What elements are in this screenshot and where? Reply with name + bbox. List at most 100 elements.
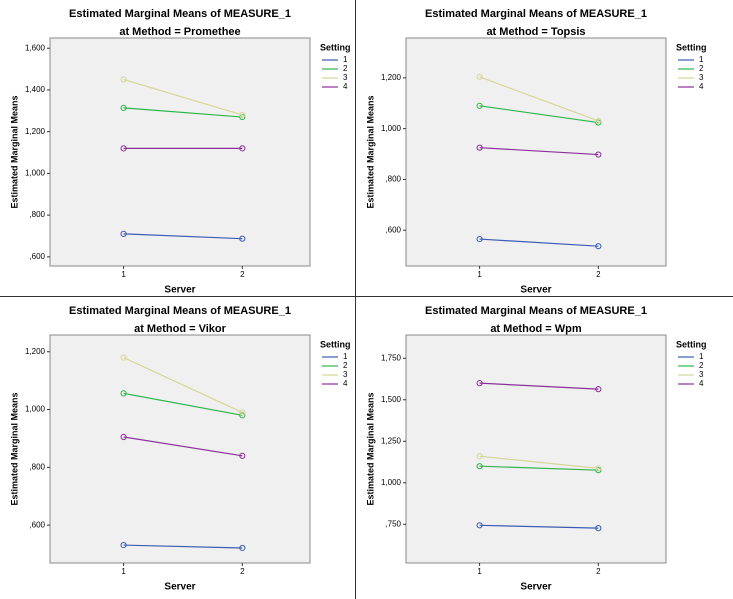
series-line xyxy=(123,356,243,413)
data-point xyxy=(239,235,246,242)
data-point xyxy=(120,104,127,111)
series-line xyxy=(479,455,599,469)
series-line xyxy=(123,78,243,116)
legend-label: 4 xyxy=(343,82,348,91)
legend-label: 2 xyxy=(343,361,348,370)
y-tick-label: ,750 xyxy=(385,519,401,528)
chart-subtitle: at Method = Topsis xyxy=(486,26,585,38)
y-axis-label: Estimated Marginal Means xyxy=(365,95,375,208)
data-point xyxy=(595,119,602,126)
y-tick-label: 1,200 xyxy=(381,73,402,82)
data-point xyxy=(239,145,246,152)
data-point xyxy=(595,386,602,393)
data-point xyxy=(476,102,483,109)
panel: Estimated Marginal Means of MEASURE_1at … xyxy=(365,305,706,593)
legend-title: Setting xyxy=(320,42,351,52)
plot-area xyxy=(405,334,667,564)
chart-title: Estimated Marginal Means of MEASURE_1 xyxy=(69,8,291,20)
series-line xyxy=(479,105,599,124)
y-axis-label: Estimated Marginal Means xyxy=(9,392,19,505)
legend-label: 2 xyxy=(699,64,704,73)
legend-title: Setting xyxy=(676,339,707,349)
x-axis-label: Server xyxy=(164,285,195,296)
chart-title: Estimated Marginal Means of MEASURE_1 xyxy=(69,305,291,317)
data-point xyxy=(239,412,246,419)
x-tick-label: 1 xyxy=(477,567,482,576)
panel: Estimated Marginal Means of MEASURE_1at … xyxy=(9,305,350,593)
y-axis-label: Estimated Marginal Means xyxy=(9,95,19,208)
legend-label: 3 xyxy=(343,370,348,379)
legend-label: 3 xyxy=(343,73,348,82)
data-point xyxy=(476,522,483,529)
data-point xyxy=(239,452,246,459)
y-tick-label: 1,000 xyxy=(25,168,46,177)
legend-label: 4 xyxy=(699,82,704,91)
x-tick-label: 1 xyxy=(121,567,126,576)
data-point xyxy=(476,73,483,80)
y-tick-label: 1,000 xyxy=(381,478,402,487)
data-point xyxy=(595,467,602,474)
chart-title: Estimated Marginal Means of MEASURE_1 xyxy=(425,305,647,317)
series-line xyxy=(123,544,243,549)
x-axis-label: Server xyxy=(520,582,551,593)
legend-label: 2 xyxy=(343,64,348,73)
chart-title: Estimated Marginal Means of MEASURE_1 xyxy=(425,8,647,20)
data-point xyxy=(120,76,127,83)
x-tick-label: 2 xyxy=(596,270,601,279)
x-axis-label: Server xyxy=(164,582,195,593)
legend-label: 1 xyxy=(343,55,348,64)
series-line xyxy=(123,233,243,240)
series-line xyxy=(479,382,599,390)
data-point xyxy=(120,433,127,441)
plot-area xyxy=(49,37,311,267)
data-point xyxy=(476,235,483,243)
data-point xyxy=(595,151,602,158)
chart-subtitle: at Method = Promethee xyxy=(119,26,240,38)
data-point xyxy=(239,111,246,119)
legend-label: 4 xyxy=(343,379,348,388)
data-point xyxy=(476,144,483,151)
legend-label: 4 xyxy=(699,379,704,388)
data-point xyxy=(120,541,127,549)
data-point xyxy=(595,243,602,250)
data-point xyxy=(120,390,127,397)
data-point xyxy=(120,230,127,237)
series-line xyxy=(123,392,243,416)
legend-label: 1 xyxy=(343,352,348,361)
series-line xyxy=(479,238,599,247)
data-point xyxy=(595,117,602,124)
data-point xyxy=(476,463,483,470)
y-tick-label: 1,250 xyxy=(381,436,402,445)
data-point xyxy=(239,544,246,552)
data-point xyxy=(476,380,483,387)
y-tick-label: ,800 xyxy=(385,175,401,184)
y-tick-label: ,600 xyxy=(385,225,401,234)
legend-label: 3 xyxy=(699,73,704,82)
y-tick-label: 1,200 xyxy=(25,127,46,136)
series-line xyxy=(479,465,599,471)
chart-subtitle: at Method = Vikor xyxy=(134,323,227,335)
x-tick-label: 2 xyxy=(240,567,245,576)
data-point xyxy=(239,409,246,416)
legend-title: Setting xyxy=(320,339,351,349)
panel: Estimated Marginal Means of MEASURE_1at … xyxy=(365,8,706,296)
data-point xyxy=(120,354,127,361)
legend-title: Setting xyxy=(676,42,707,52)
data-point xyxy=(476,453,483,460)
x-tick-label: 1 xyxy=(121,270,126,279)
y-tick-label: ,800 xyxy=(29,210,45,219)
x-axis-label: Server xyxy=(520,285,551,296)
series-line xyxy=(479,524,599,529)
y-tick-label: ,600 xyxy=(29,252,45,261)
x-tick-label: 2 xyxy=(596,567,601,576)
y-tick-label: 1,200 xyxy=(25,347,46,356)
legend-label: 2 xyxy=(699,361,704,370)
y-tick-label: 1,600 xyxy=(25,43,46,52)
plot-area xyxy=(49,334,311,564)
y-tick-label: ,800 xyxy=(29,462,45,471)
legend-label: 1 xyxy=(699,55,704,64)
chart-subtitle: at Method = Wpm xyxy=(490,323,582,335)
series-line xyxy=(123,107,243,118)
y-tick-label: 1,400 xyxy=(25,85,46,94)
